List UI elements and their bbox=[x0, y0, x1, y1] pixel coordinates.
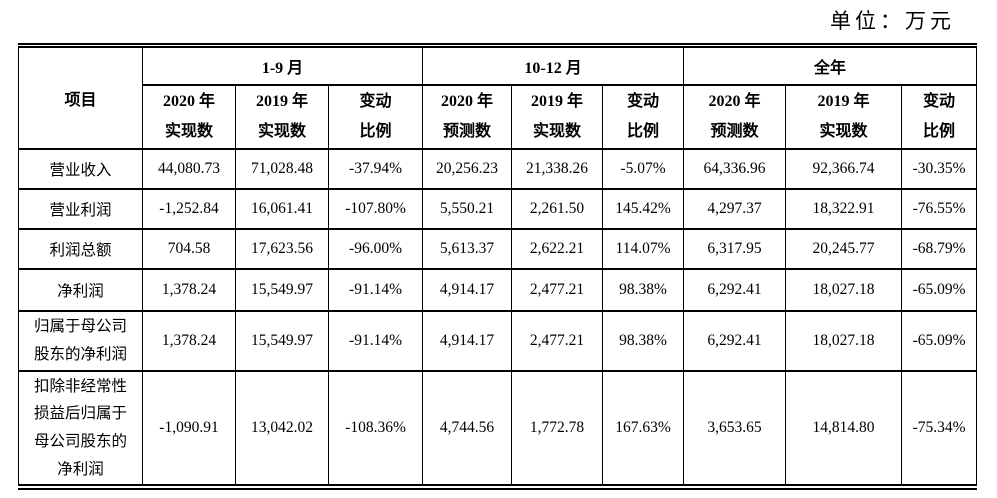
group-header-row: 项目 1-9 月 10-12 月 全年 bbox=[18, 44, 978, 150]
data-cell: 64,336.96 bbox=[683, 148, 787, 190]
subheader-2020-actual: 2020 年 实现数 bbox=[142, 84, 236, 150]
data-cell: -5.07% bbox=[602, 148, 685, 190]
data-cell: 14,814.80 bbox=[785, 370, 903, 488]
data-cell: 98.38% bbox=[602, 268, 685, 312]
subheader-2019-actual: 2019 年 实现数 bbox=[235, 84, 329, 150]
data-cell: 71,028.48 bbox=[235, 148, 329, 190]
data-cell: 145.42% bbox=[602, 188, 685, 230]
row-label: 扣除非经常性 损益后归属于 母公司股东的 净利润 bbox=[18, 370, 143, 488]
row-label: 利润总额 bbox=[18, 228, 143, 270]
data-cell: 4,297.37 bbox=[683, 188, 787, 230]
table-row-net-profit-attributable: 归属于母公司 股东的净利润 1,378.24 15,549.97 -91.14%… bbox=[18, 310, 978, 372]
data-cell: 16,061.41 bbox=[235, 188, 329, 230]
group-header-jan-sep: 1-9 月 bbox=[141, 44, 424, 86]
table-row-total-profit: 利润总额 704.58 17,623.56 -96.00% 5,613.37 2… bbox=[18, 228, 978, 270]
financial-forecast-table: 项目 1-9 月 10-12 月 全年 2020 年 实现数 2019 年 实现… bbox=[18, 43, 978, 490]
data-cell: 6,292.41 bbox=[683, 310, 787, 372]
data-cell: -96.00% bbox=[327, 228, 424, 270]
subheader-2019-actual: 2019 年 实现数 bbox=[511, 84, 604, 150]
data-cell: 4,914.17 bbox=[422, 268, 513, 312]
data-cell: 167.63% bbox=[602, 370, 685, 488]
data-cell: -91.14% bbox=[327, 268, 424, 312]
data-cell: 20,256.23 bbox=[422, 148, 513, 190]
data-cell: 6,292.41 bbox=[683, 268, 787, 312]
data-cell: 6,317.95 bbox=[683, 228, 787, 270]
row-label: 营业利润 bbox=[18, 188, 143, 230]
sub-header-row: 2020 年 实现数 2019 年 实现数 变动 比例 2020 年 预测数 2… bbox=[19, 84, 978, 150]
data-cell: 2,477.21 bbox=[511, 268, 604, 312]
data-cell: -65.09% bbox=[901, 268, 978, 312]
data-cell: 5,550.21 bbox=[422, 188, 513, 230]
data-cell: 15,549.97 bbox=[235, 310, 329, 372]
data-cell: 13,042.02 bbox=[235, 370, 329, 488]
row-label: 营业收入 bbox=[18, 148, 143, 190]
data-cell: 5,613.37 bbox=[422, 228, 513, 270]
data-cell: 2,477.21 bbox=[511, 310, 604, 372]
data-cell: -65.09% bbox=[901, 310, 978, 372]
data-cell: 3,653.65 bbox=[683, 370, 787, 488]
data-cell: 4,744.56 bbox=[422, 370, 513, 488]
data-cell: -1,252.84 bbox=[142, 188, 236, 230]
data-cell: 21,338.26 bbox=[511, 148, 604, 190]
table-row-operating-profit: 营业利润 -1,252.84 16,061.41 -107.80% 5,550.… bbox=[18, 188, 978, 230]
data-cell: 704.58 bbox=[142, 228, 236, 270]
data-cell: 114.07% bbox=[602, 228, 685, 270]
subheader-2019-actual: 2019 年 实现数 bbox=[785, 84, 903, 150]
data-cell: 15,549.97 bbox=[235, 268, 329, 312]
unit-label: 单位：万元 bbox=[830, 9, 955, 33]
corner-header-item: 项目 bbox=[18, 44, 143, 150]
group-header-oct-dec: 10-12 月 bbox=[422, 44, 685, 86]
data-cell: 2,622.21 bbox=[511, 228, 604, 270]
data-cell: -91.14% bbox=[327, 310, 424, 372]
data-cell: 1,378.24 bbox=[142, 268, 236, 312]
table-row-operating-revenue: 营业收入 44,080.73 71,028.48 -37.94% 20,256.… bbox=[18, 148, 978, 190]
data-cell: -68.79% bbox=[901, 228, 978, 270]
subheader-change-ratio: 变动 比例 bbox=[901, 84, 978, 150]
row-label: 归属于母公司 股东的净利润 bbox=[18, 310, 143, 372]
table-row-net-profit: 净利润 1,378.24 15,549.97 -91.14% 4,914.17 … bbox=[18, 268, 978, 312]
data-cell: 2,261.50 bbox=[511, 188, 604, 230]
data-cell: -37.94% bbox=[327, 148, 424, 190]
data-cell: -76.55% bbox=[901, 188, 978, 230]
data-cell: 44,080.73 bbox=[142, 148, 236, 190]
data-cell: 18,322.91 bbox=[785, 188, 903, 230]
subheader-2020-forecast: 2020 年 预测数 bbox=[683, 84, 787, 150]
data-cell: 18,027.18 bbox=[785, 268, 903, 312]
group-header-full-year: 全年 bbox=[683, 44, 978, 86]
data-cell: -75.34% bbox=[901, 370, 978, 488]
subheader-change-ratio: 变动 比例 bbox=[327, 84, 424, 150]
data-cell: 17,623.56 bbox=[235, 228, 329, 270]
table-row-net-profit-excl-nonrecurring: 扣除非经常性 损益后归属于 母公司股东的 净利润 -1,090.91 13,04… bbox=[18, 370, 978, 488]
data-cell: 98.38% bbox=[602, 310, 685, 372]
data-cell: -107.80% bbox=[327, 188, 424, 230]
data-cell: -108.36% bbox=[327, 370, 424, 488]
data-cell: 4,914.17 bbox=[422, 310, 513, 372]
subheader-change-ratio: 变动 比例 bbox=[602, 84, 685, 150]
row-label: 净利润 bbox=[18, 268, 143, 312]
data-cell: 92,366.74 bbox=[785, 148, 903, 190]
data-cell: 20,245.77 bbox=[785, 228, 903, 270]
data-cell: 1,772.78 bbox=[511, 370, 604, 488]
data-cell: -30.35% bbox=[901, 148, 978, 190]
data-cell: 18,027.18 bbox=[785, 310, 903, 372]
data-cell: -1,090.91 bbox=[142, 370, 236, 488]
subheader-2020-forecast: 2020 年 预测数 bbox=[422, 84, 513, 150]
data-cell: 1,378.24 bbox=[142, 310, 236, 372]
